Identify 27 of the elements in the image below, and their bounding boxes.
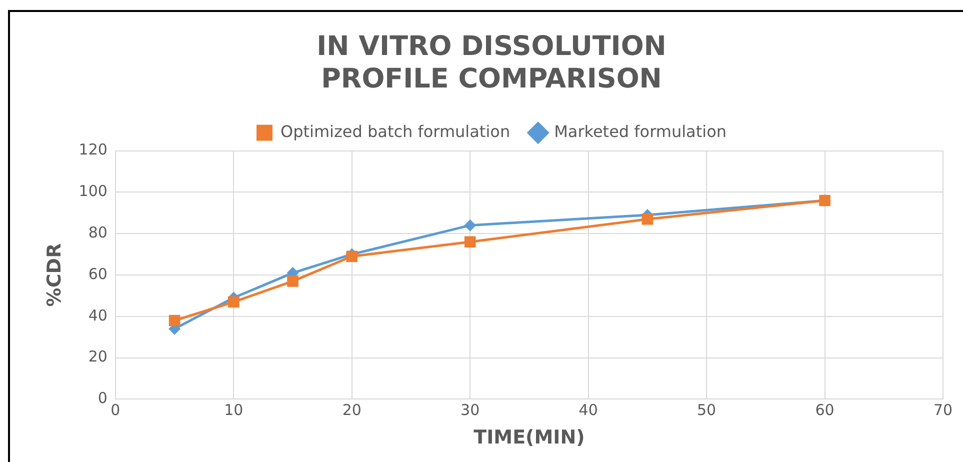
y-tick-label: 60 <box>88 264 108 283</box>
legend-label: Marketed formulation <box>554 122 727 141</box>
y-axis-title: %CDR <box>43 242 66 307</box>
point <box>346 250 358 262</box>
x-tick-label: 50 <box>697 401 716 420</box>
point <box>642 213 654 225</box>
x-tick-label: 60 <box>815 401 834 420</box>
y-tick-label: 100 <box>78 182 108 200</box>
x-tick-label: 10 <box>224 401 244 420</box>
x-axis-title: TIME(MIN) <box>474 426 585 449</box>
x-tick-label: 20 <box>342 401 362 420</box>
y-tick-label: 120 <box>78 140 108 159</box>
point <box>464 236 476 248</box>
x-tick-label: 30 <box>460 401 480 420</box>
y-tick-label: 40 <box>88 306 108 324</box>
y-tick-label: 80 <box>88 223 108 242</box>
x-tick-label: 40 <box>578 401 598 420</box>
point <box>228 296 240 308</box>
point <box>168 314 180 326</box>
legend-label: Optimized batch formulation <box>280 122 510 141</box>
point <box>287 276 298 287</box>
chart-title: IN VITRO DISSOLUTION PROFILE COMPARISON <box>316 31 666 95</box>
y-tick-label: 0 <box>98 389 108 408</box>
y-tick-label: 20 <box>88 348 108 366</box>
x-tick-label: 0 <box>110 401 120 420</box>
x-tick-label: 70 <box>933 401 953 420</box>
point <box>464 219 476 232</box>
